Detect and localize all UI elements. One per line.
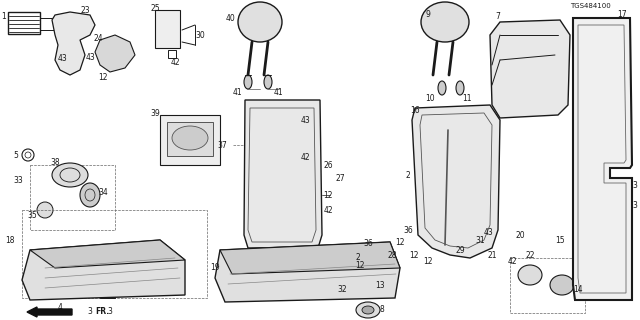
Text: 12: 12 bbox=[423, 258, 433, 267]
Ellipse shape bbox=[264, 75, 272, 89]
Ellipse shape bbox=[456, 81, 464, 95]
Text: 22: 22 bbox=[525, 251, 535, 260]
Text: 35: 35 bbox=[27, 211, 37, 220]
Polygon shape bbox=[30, 240, 185, 268]
Text: 27: 27 bbox=[335, 173, 345, 182]
Text: 21: 21 bbox=[487, 251, 497, 260]
Text: 43: 43 bbox=[483, 228, 493, 236]
Text: 1: 1 bbox=[2, 12, 6, 20]
Text: 20: 20 bbox=[515, 230, 525, 239]
Text: 12: 12 bbox=[323, 190, 333, 199]
Ellipse shape bbox=[244, 75, 252, 89]
Text: 25: 25 bbox=[150, 4, 160, 12]
Bar bbox=[167, 122, 213, 156]
Ellipse shape bbox=[438, 81, 446, 95]
Text: 5: 5 bbox=[13, 150, 19, 159]
Text: 12: 12 bbox=[396, 237, 404, 246]
Bar bbox=[155, 10, 180, 48]
Text: 12: 12 bbox=[99, 73, 108, 82]
Ellipse shape bbox=[421, 2, 469, 42]
Text: 15: 15 bbox=[555, 236, 565, 244]
Text: 37: 37 bbox=[217, 140, 227, 149]
Bar bbox=[295, 155, 302, 162]
Bar bbox=[30, 165, 115, 230]
Ellipse shape bbox=[80, 183, 100, 207]
Polygon shape bbox=[215, 242, 400, 302]
Polygon shape bbox=[220, 242, 400, 274]
Text: 19: 19 bbox=[210, 263, 220, 273]
Text: 3: 3 bbox=[88, 308, 92, 316]
Text: 40: 40 bbox=[225, 13, 235, 22]
Text: 30: 30 bbox=[195, 30, 205, 39]
Text: 10: 10 bbox=[425, 93, 435, 102]
Text: 8: 8 bbox=[380, 306, 385, 315]
Ellipse shape bbox=[238, 2, 282, 42]
Text: FR.: FR. bbox=[95, 308, 109, 316]
Text: 36: 36 bbox=[363, 238, 373, 247]
Bar bbox=[510, 258, 585, 313]
Text: 12: 12 bbox=[409, 251, 419, 260]
Bar bbox=[100, 288, 115, 298]
Text: 23: 23 bbox=[80, 5, 90, 14]
Polygon shape bbox=[490, 20, 570, 118]
Text: 3: 3 bbox=[632, 201, 637, 210]
Text: 43: 43 bbox=[57, 53, 67, 62]
Text: 28: 28 bbox=[387, 251, 397, 260]
Bar bbox=[160, 115, 220, 165]
Text: 24: 24 bbox=[93, 34, 103, 43]
Text: 41: 41 bbox=[273, 87, 283, 97]
Polygon shape bbox=[244, 100, 322, 248]
Ellipse shape bbox=[356, 302, 380, 318]
Text: 42: 42 bbox=[170, 58, 180, 67]
Text: 39: 39 bbox=[150, 108, 160, 117]
Bar bbox=[22, 210, 207, 298]
Ellipse shape bbox=[550, 275, 574, 295]
Bar bbox=[8, 12, 40, 34]
Ellipse shape bbox=[37, 202, 53, 218]
Text: 32: 32 bbox=[337, 285, 347, 294]
Text: 38: 38 bbox=[50, 157, 60, 166]
Polygon shape bbox=[52, 12, 95, 75]
Text: 43: 43 bbox=[300, 116, 310, 124]
Text: 11: 11 bbox=[462, 93, 472, 102]
Text: 36: 36 bbox=[403, 226, 413, 235]
Ellipse shape bbox=[172, 126, 208, 150]
Text: 42: 42 bbox=[507, 258, 517, 267]
Polygon shape bbox=[412, 105, 500, 258]
Text: 31: 31 bbox=[475, 236, 485, 244]
Text: 9: 9 bbox=[426, 10, 431, 19]
Text: 29: 29 bbox=[455, 245, 465, 254]
Text: 12: 12 bbox=[355, 260, 365, 269]
Text: 17: 17 bbox=[617, 10, 627, 19]
Text: 4: 4 bbox=[58, 303, 63, 313]
Text: 13: 13 bbox=[375, 281, 385, 290]
Polygon shape bbox=[95, 35, 135, 72]
Polygon shape bbox=[573, 18, 632, 300]
Text: 42: 42 bbox=[300, 153, 310, 162]
FancyArrow shape bbox=[27, 307, 72, 317]
Text: 16: 16 bbox=[410, 106, 420, 115]
Text: 14: 14 bbox=[573, 285, 583, 294]
Bar bbox=[168, 50, 176, 58]
Text: 3: 3 bbox=[108, 308, 113, 316]
Ellipse shape bbox=[518, 265, 542, 285]
Ellipse shape bbox=[362, 306, 374, 314]
Polygon shape bbox=[22, 240, 185, 300]
Text: 2: 2 bbox=[406, 171, 410, 180]
Text: 34: 34 bbox=[98, 188, 108, 196]
Text: 2: 2 bbox=[356, 252, 360, 261]
Text: 43: 43 bbox=[85, 52, 95, 61]
Bar bbox=[295, 120, 303, 128]
Text: 33: 33 bbox=[13, 175, 23, 185]
Text: TGS484100: TGS484100 bbox=[570, 4, 611, 9]
Ellipse shape bbox=[52, 163, 88, 187]
Text: 18: 18 bbox=[5, 236, 15, 244]
Text: 26: 26 bbox=[323, 161, 333, 170]
Text: 41: 41 bbox=[232, 87, 242, 97]
Text: 3: 3 bbox=[632, 180, 637, 189]
Text: 42: 42 bbox=[323, 205, 333, 214]
Text: 7: 7 bbox=[495, 12, 500, 20]
